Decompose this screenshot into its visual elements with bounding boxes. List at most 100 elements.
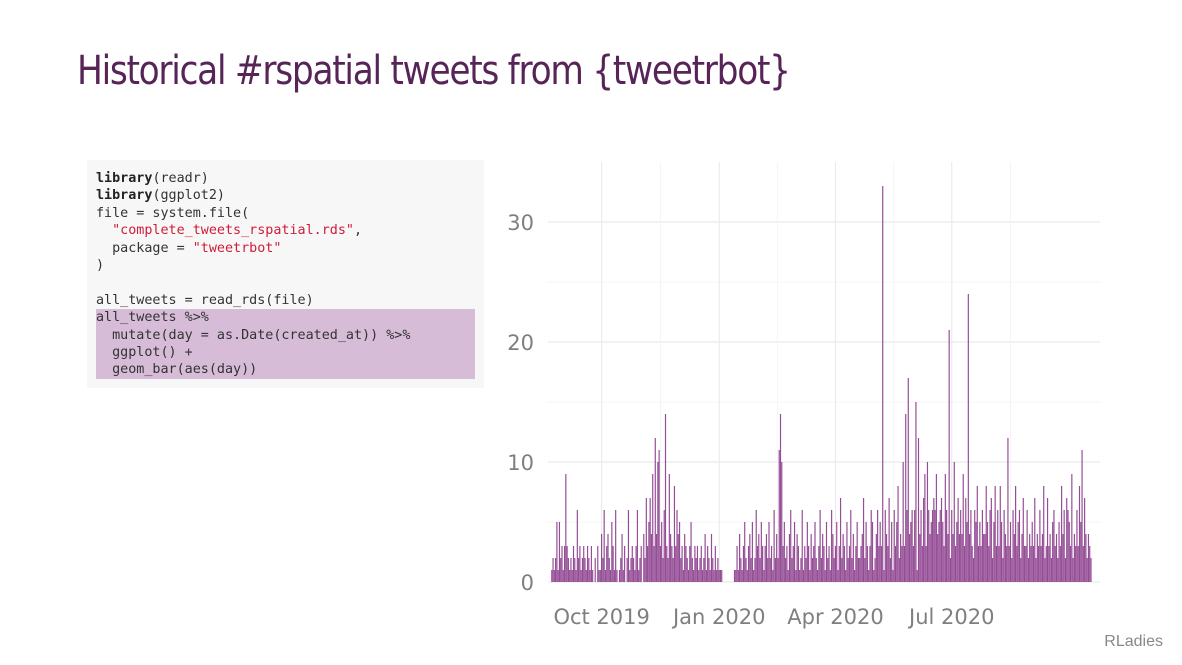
chart-bar [870,510,872,582]
chart-bar [1054,546,1056,582]
chart-bar [555,558,557,582]
chart-bar [888,498,890,582]
chart-bar [933,498,935,582]
chart-bar [612,546,614,582]
chart-bar [754,558,756,582]
code-line: mutate(day = as.Date(created_at)) %>% [96,326,475,345]
y-tick-label: 10 [507,451,534,475]
code-text: file = system.file( [96,205,250,221]
chart-bar [751,522,753,582]
chart-bar [795,570,797,582]
code-line: package = "tweetrbot" [96,240,476,257]
code-text: (readr) [152,171,209,186]
chart-bar [796,534,798,582]
chart-bar [601,534,603,582]
chart-bar [1009,522,1012,582]
chart-bar [810,534,812,582]
chart-bar [713,570,715,582]
code-text: (ggplot2) [152,188,225,204]
chart-bar [819,510,821,582]
chart-bar [1087,534,1090,582]
chart-bar [719,570,722,582]
chart-bar [1048,546,1050,582]
chart-bar [701,570,704,582]
chart-bar [974,510,976,582]
chart-bar [1085,534,1087,582]
chart-bar [737,570,739,582]
chart-bar [773,510,775,582]
chart-bar [1059,546,1061,582]
chart-bar [684,534,686,582]
chart-bar [910,522,912,582]
chart-bar [1064,558,1067,582]
chart-bar [1018,510,1021,582]
chart-bar [884,510,886,582]
chart-bar [977,546,980,582]
chart-bar [882,186,884,582]
chart-bar [750,558,752,582]
chart-bar [1035,558,1037,582]
chart-bar [855,546,857,582]
chart-bar [580,570,582,582]
chart-bar [865,522,867,582]
chart-bar [988,546,990,582]
chart-bar [953,462,955,582]
chart-bar [985,486,987,582]
chart-bar [640,546,642,582]
chart-bar [764,546,766,582]
chart-bar [667,558,669,582]
code-line [96,274,476,291]
chart-bar [1086,558,1088,582]
chart-bar [650,534,653,582]
chart-bar [907,378,909,582]
chart-bar [680,558,682,582]
chart-bar [883,570,885,582]
chart-bar [967,294,969,582]
chart-bar [744,522,746,582]
chart-bar [589,570,591,582]
chart-bar [1052,522,1054,582]
chart-bar [783,522,785,582]
chart-bar [937,534,939,582]
chart-bar [1034,498,1036,582]
chart-bar [992,558,994,582]
chart-bar [889,558,891,582]
chart-bar [972,558,975,582]
chart-bar [943,546,945,582]
chart-bar [670,534,672,582]
chart-bar [781,462,783,582]
chart-bar [675,546,677,582]
chart-bar [791,558,793,582]
chart-bar [603,510,605,582]
chart-bar [916,570,918,582]
chart-bar [827,558,829,582]
chart-bar [947,534,949,582]
chart-bar [678,522,681,582]
chart-bar [574,558,576,582]
chart-bar [852,534,854,582]
chart-bar [552,558,554,582]
chart-bar [1002,558,1004,582]
chart-bar [879,522,881,582]
chart-bar [1017,522,1019,582]
chart-bar [1057,558,1059,582]
chart-bar [759,558,761,582]
chart-bar [786,546,788,582]
chart-bar [721,570,723,582]
chart-bar [691,558,693,582]
chart-bar [1025,546,1027,582]
chart-bar [993,522,995,582]
code-line: all_tweets %>% [96,309,475,327]
chart-bar [804,546,806,582]
code-line: ggplot() + [96,344,475,362]
chart-bar [652,474,654,582]
chart-bar [698,570,700,582]
chart-bar [657,462,659,582]
chart-bar [805,558,807,582]
chart-bar [862,498,865,582]
chart-bar [866,546,868,582]
code-text [96,275,104,290]
chart-bar [592,570,594,582]
chart-bar [1022,498,1024,582]
chart-bar [1015,486,1017,582]
